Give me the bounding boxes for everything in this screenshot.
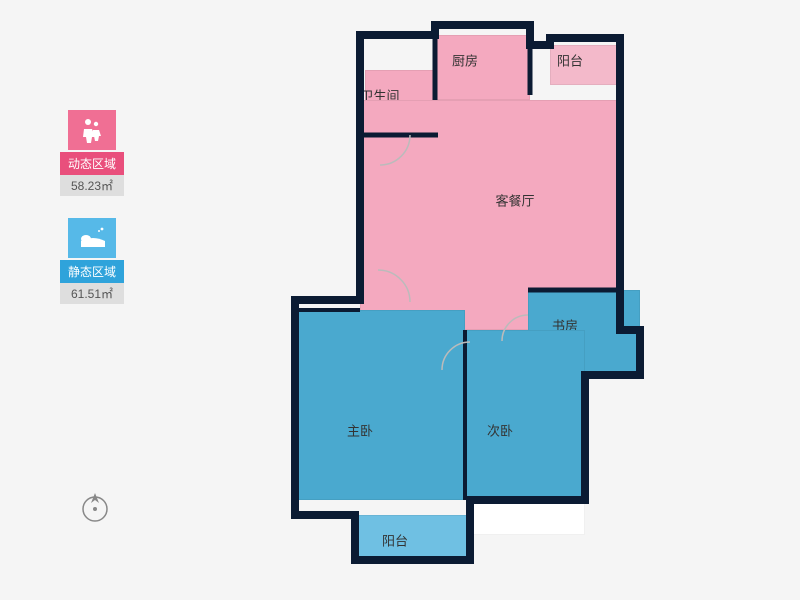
legend-static-label: 静态区域 — [60, 260, 124, 283]
people-icon — [68, 110, 116, 150]
legend-dynamic-label: 动态区域 — [60, 152, 124, 175]
room-master — [295, 310, 465, 500]
legend-static-value: 61.51㎡ — [60, 283, 124, 304]
room-second — [465, 330, 585, 500]
room-balcony-n — [550, 45, 620, 85]
room-kitchen — [435, 35, 530, 100]
room-open-s — [470, 500, 585, 535]
compass-icon — [78, 490, 112, 529]
legend-dynamic: 动态区域 58.23㎡ — [60, 110, 124, 196]
legend-dynamic-value: 58.23㎡ — [60, 175, 124, 196]
legend-static: 静态区域 61.51㎡ — [60, 218, 124, 304]
sleep-icon — [68, 218, 116, 258]
floorplan: 厨房阳台卫生间客餐厅书房卫生间主卧次卧阳台 — [260, 20, 680, 580]
legend: 动态区域 58.23㎡ 静态区域 61.51㎡ — [60, 110, 124, 326]
room-balcony-s — [355, 515, 470, 560]
